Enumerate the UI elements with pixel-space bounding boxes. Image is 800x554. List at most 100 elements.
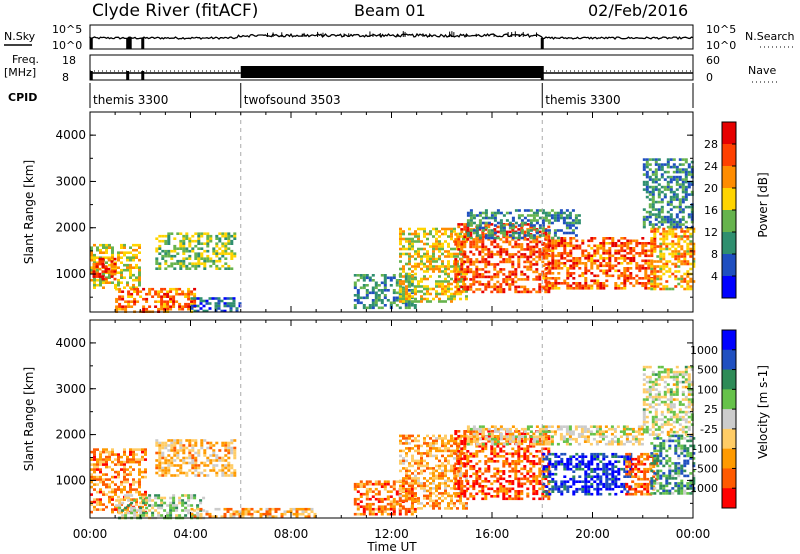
- scatter-cell: [511, 255, 515, 259]
- scatter-cell: [602, 264, 606, 268]
- scatter-cell: [99, 470, 102, 474]
- scatter-cell: [99, 281, 102, 284]
- scatter-cell: [214, 307, 218, 310]
- scatter-cell: [157, 504, 161, 507]
- scatter-cell: [542, 264, 546, 268]
- scatter-cell: [102, 450, 105, 454]
- scatter-cell: [490, 430, 494, 433]
- scatter-cell: [632, 254, 636, 258]
- scatter-cell: [190, 290, 194, 293]
- scatter-cell: [365, 296, 369, 300]
- scatter-cell: [205, 299, 209, 303]
- scatter-cell: [383, 497, 387, 501]
- power-ylabel: Slant Range [km]: [22, 160, 36, 264]
- scatter-cell: [130, 300, 134, 303]
- scatter-cell: [408, 462, 411, 465]
- scatter-cell: [121, 514, 125, 517]
- scatter-cell: [93, 278, 96, 282]
- scatter-cell: [365, 502, 369, 506]
- scatter-cell: [194, 464, 198, 467]
- scatter-cell: [526, 495, 530, 498]
- scatter-cell: [380, 291, 384, 295]
- scatter-cell: [435, 267, 438, 271]
- scatter-cell: [99, 248, 102, 252]
- scatter-cell: [490, 447, 494, 451]
- scatter-cell: [541, 216, 545, 220]
- scatter-cell: [484, 497, 488, 501]
- scatter-cell: [190, 292, 194, 296]
- scatter-cell: [660, 215, 664, 219]
- scatter-cell: [565, 221, 569, 225]
- scatter-cell: [617, 277, 621, 280]
- scatter-cell: [111, 453, 114, 456]
- scatter-cell: [687, 170, 691, 174]
- scatter-cell: [542, 287, 546, 290]
- scatter-cell: [466, 497, 470, 501]
- scatter-cell: [395, 492, 399, 496]
- scatter-cell: [472, 260, 476, 264]
- scatter-cell: [356, 274, 360, 277]
- scatter-cell: [684, 180, 688, 184]
- scatter-cell: [453, 469, 456, 473]
- scatter-cell: [490, 223, 494, 226]
- scatter-cell: [414, 272, 417, 276]
- scatter-cell: [490, 229, 494, 232]
- scatter-cell: [356, 490, 360, 493]
- scatter-cell: [677, 240, 681, 243]
- scatter-cell: [447, 459, 450, 463]
- scatter-cell: [362, 279, 366, 282]
- scatter-cell: [629, 272, 633, 275]
- scatter-cell: [203, 257, 207, 260]
- scatter-cell: [532, 480, 536, 483]
- scatter-cell: [164, 466, 168, 470]
- scatter-cell: [377, 510, 381, 513]
- scatter-cell: [496, 236, 500, 240]
- scatter-cell: [170, 439, 174, 442]
- scatter-cell: [405, 295, 408, 298]
- scatter-cell: [209, 264, 213, 268]
- scatter-cell: [447, 267, 450, 271]
- scatter-cell: [641, 247, 645, 250]
- scatter-cell: [212, 449, 216, 452]
- scatter-cell: [587, 239, 591, 243]
- scatter-cell: [182, 446, 186, 450]
- scatter-cell: [191, 466, 195, 470]
- scatter-cell: [399, 247, 402, 251]
- scatter-cell: [563, 279, 567, 283]
- scatter-cell: [155, 459, 159, 462]
- scatter-cell: [438, 285, 441, 288]
- scatter-cell: [642, 218, 646, 221]
- scatter-cell: [466, 460, 470, 463]
- scatter-cell: [456, 245, 459, 248]
- scatter-cell: [307, 507, 311, 511]
- scatter-cell: [227, 234, 231, 238]
- scatter-cell: [532, 258, 536, 261]
- scatter-cell: [420, 454, 423, 458]
- scatter-cell: [420, 262, 423, 266]
- scatter-cell: [502, 229, 506, 232]
- scatter-cell: [511, 283, 515, 286]
- scatter-cell: [554, 452, 558, 456]
- scatter-cell: [505, 278, 509, 281]
- scatter-cell: [514, 209, 518, 212]
- scatter-cell: [402, 487, 405, 490]
- scatter-cell: [374, 296, 378, 300]
- scatter-cell: [197, 466, 201, 470]
- scatter-cell: [356, 482, 360, 486]
- scatter-cell: [188, 257, 192, 260]
- noise-drop-mark: [126, 38, 130, 49]
- scatter-cell: [545, 257, 549, 260]
- scatter-cell: [469, 465, 473, 468]
- scatter-cell: [121, 305, 125, 308]
- scatter-cell: [377, 294, 381, 297]
- scatter-cell: [487, 221, 491, 225]
- scatter-cell: [551, 472, 555, 476]
- colorbar-swatch: [722, 188, 736, 211]
- scatter-cell: [230, 471, 234, 475]
- scatter-cell: [429, 472, 432, 475]
- scatter-cell: [450, 227, 453, 231]
- scatter-cell: [454, 263, 458, 266]
- scatter-cell: [429, 437, 432, 440]
- scatter-cell: [478, 490, 482, 493]
- scatter-cell: [459, 477, 462, 480]
